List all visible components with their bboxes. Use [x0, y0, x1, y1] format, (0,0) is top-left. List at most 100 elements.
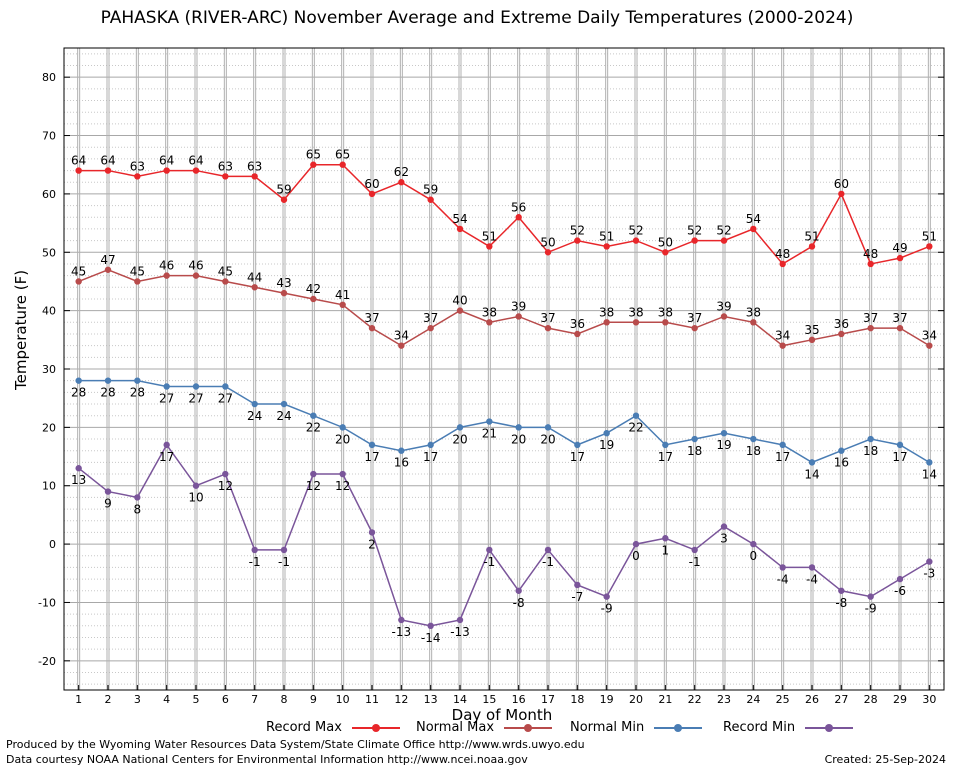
data-label: 24: [276, 409, 291, 423]
y-tick-label: 20: [42, 421, 56, 434]
data-point: [603, 243, 610, 250]
data-point: [163, 167, 170, 174]
data-point: [926, 558, 933, 565]
data-label: 17: [364, 450, 379, 464]
data-label: 10: [188, 491, 203, 505]
data-label: -7: [571, 590, 583, 604]
series-line: [78, 443, 930, 627]
data-point: [310, 295, 317, 303]
data-label: 17: [570, 450, 585, 464]
data-point: [808, 243, 816, 250]
data-point: [75, 278, 82, 285]
data-point: [427, 622, 434, 629]
data-point: [779, 342, 786, 349]
data-label: 64: [159, 154, 174, 168]
data-label: 63: [247, 159, 262, 173]
data-point: [280, 289, 288, 297]
data-point: [896, 254, 904, 262]
data-point: [456, 307, 464, 314]
legend-swatch-normal-max: [504, 722, 553, 734]
data-label: -6: [894, 584, 906, 598]
data-label: 18: [687, 444, 702, 458]
chart-title: PAHASKA (RIVER-ARC) November Average and…: [100, 8, 854, 28]
x-tick-label: 11: [365, 693, 379, 706]
data-label: 54: [452, 212, 467, 226]
data-point: [750, 435, 757, 443]
legend-record-min: Record Min: [723, 720, 854, 735]
data-point: [544, 324, 552, 332]
data-point: [251, 173, 258, 180]
data-point: [515, 313, 522, 320]
data-label: 12: [306, 479, 321, 493]
data-point: [691, 546, 698, 554]
data-label: -8: [835, 596, 847, 610]
data-label: 18: [863, 444, 878, 458]
x-tick-label: 9: [310, 693, 317, 706]
data-point: [544, 249, 552, 256]
x-tick-label: 28: [864, 693, 878, 706]
data-label: 63: [218, 159, 233, 173]
data-point: [808, 459, 816, 466]
data-label: 17: [658, 450, 673, 464]
x-tick-label: 24: [746, 693, 760, 706]
x-tick-label: 8: [281, 693, 288, 706]
data-point: [838, 447, 845, 454]
data-label: 46: [188, 259, 203, 273]
data-label: 21: [482, 427, 497, 441]
data-point: [632, 319, 640, 326]
data-point: [368, 441, 376, 449]
data-label: 37: [364, 311, 379, 325]
data-point: [251, 546, 258, 554]
data-point: [192, 167, 200, 174]
data-label: 19: [716, 438, 731, 452]
data-label: 46: [159, 259, 174, 273]
data-label: 37: [540, 311, 555, 325]
data-point: [662, 249, 669, 256]
data-point: [280, 196, 288, 203]
data-label: 37: [892, 311, 907, 325]
x-tick-label: 5: [193, 693, 200, 706]
data-label: 63: [130, 159, 145, 173]
data-label: 27: [188, 392, 203, 406]
data-point: [632, 237, 640, 244]
data-label: 39: [716, 299, 731, 313]
data-label: 24: [247, 409, 262, 423]
data-label: 20: [335, 432, 350, 446]
data-point: [134, 377, 141, 384]
data-point: [750, 540, 757, 548]
data-label: 2: [368, 537, 376, 551]
data-label: 37: [863, 311, 878, 325]
data-point: [134, 173, 141, 180]
x-tick-label: 6: [222, 693, 229, 706]
data-point: [310, 470, 317, 478]
data-label: 45: [130, 264, 145, 278]
data-point: [486, 319, 493, 326]
data-point: [750, 225, 757, 233]
x-tick-label: 12: [394, 693, 408, 706]
data-point: [926, 342, 933, 349]
data-label: 64: [71, 154, 86, 168]
x-tick-label: 13: [424, 693, 438, 706]
data-label: -1: [542, 555, 554, 569]
data-point: [662, 319, 669, 326]
data-point: [574, 581, 581, 589]
data-point: [104, 488, 112, 495]
data-point: [339, 470, 346, 478]
data-label: 22: [628, 421, 643, 435]
data-label: 59: [276, 183, 291, 197]
data-label: 16: [834, 456, 849, 470]
data-point: [222, 173, 229, 180]
data-label: 13: [71, 473, 86, 487]
data-label: 50: [658, 235, 673, 249]
data-point: [104, 167, 112, 174]
series-record-max: 64 64 63 64 64 63 63 59 65 65 60 62 59 54 51 56 50 52 51 52…: [71, 148, 937, 268]
data-point: [750, 319, 757, 326]
data-label: 39: [511, 299, 526, 313]
data-point: [75, 377, 82, 384]
y-tick-label: 30: [42, 363, 56, 376]
data-point: [720, 313, 728, 320]
data-point: [251, 284, 258, 291]
data-label: 28: [71, 386, 86, 400]
x-tick-label: 19: [600, 693, 614, 706]
data-label: -3: [923, 567, 935, 581]
